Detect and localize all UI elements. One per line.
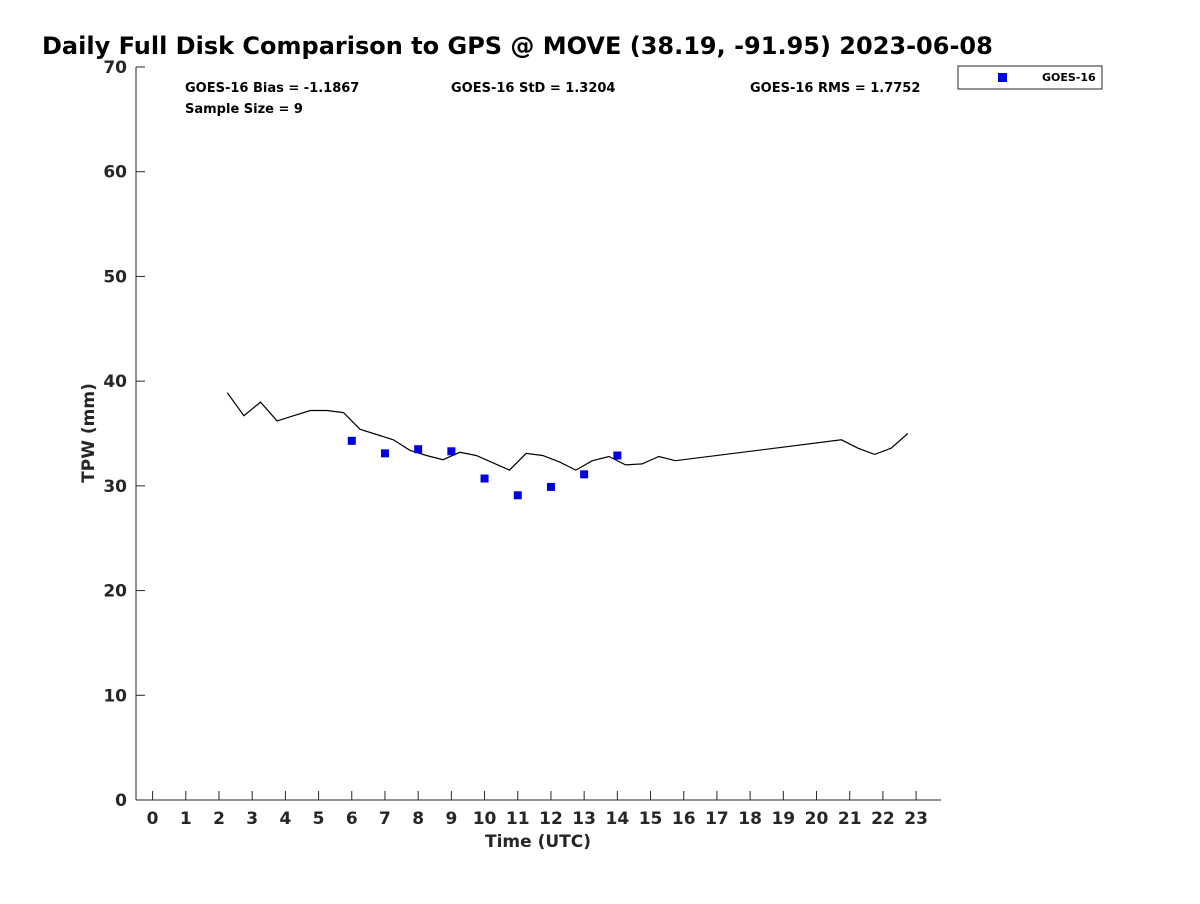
y-axis-label: TPW (mm)	[79, 383, 99, 483]
x-tick-label: 18	[738, 809, 762, 829]
y-axis-ticks: 0 10 20 30 40 50 60 70	[103, 58, 145, 811]
x-tick-label: 17	[705, 809, 729, 829]
legend: GOES-16	[957, 65, 1103, 90]
goes16-point	[513, 491, 522, 500]
y-tick-label: 50	[103, 267, 127, 287]
x-tick-label: 16	[672, 809, 696, 829]
y-tick-label: 70	[103, 58, 127, 78]
y-tick-label: 0	[115, 791, 127, 811]
x-tick-label: 4	[279, 809, 291, 829]
chart-title: Daily Full Disk Comparison to GPS @ MOVE…	[42, 32, 993, 60]
x-tick-label: 22	[871, 809, 895, 829]
x-tick-label: 11	[506, 809, 530, 829]
x-axis-label: Time (UTC)	[485, 832, 591, 852]
goes16-point	[347, 436, 356, 445]
x-tick-label: 7	[379, 809, 391, 829]
y-tick-label: 40	[103, 372, 127, 392]
y-tick-label: 30	[103, 477, 127, 497]
legend-marker	[998, 73, 1007, 82]
goes16-point	[414, 445, 423, 454]
x-tick-label: 21	[838, 809, 862, 829]
x-tick-label: 19	[771, 809, 795, 829]
x-tick-label: 2	[213, 809, 225, 829]
stat-sample-size: Sample Size = 9	[185, 102, 303, 117]
x-tick-label: 9	[445, 809, 457, 829]
y-tick-label: 20	[103, 582, 127, 602]
y-tick-label: 60	[103, 163, 127, 183]
goes16-point	[580, 470, 589, 479]
x-tick-label: 13	[572, 809, 596, 829]
legend-label: GOES-16	[1042, 71, 1096, 84]
goes16-point	[480, 474, 489, 483]
x-tick-label: 15	[639, 809, 663, 829]
x-tick-label: 6	[346, 809, 358, 829]
goes16-point	[380, 449, 389, 458]
y-tick-label: 10	[103, 686, 127, 706]
goes16-point	[546, 482, 555, 491]
x-tick-label: 23	[904, 809, 928, 829]
x-tick-label: 10	[473, 809, 497, 829]
x-tick-label: 1	[180, 809, 192, 829]
x-tick-label: 12	[539, 809, 563, 829]
x-axis-ticks: 0 1 2 3 4 5 6 7 8 9 10 11 12 13 14 15 16 17 18 19 20 21 22 23	[147, 791, 928, 829]
x-tick-label: 20	[805, 809, 829, 829]
x-tick-label: 8	[412, 809, 424, 829]
goes16-point	[447, 447, 456, 456]
stat-bias: GOES-16 Bias = -1.1867	[185, 81, 359, 96]
gps-line	[226, 392, 909, 471]
x-tick-label: 0	[147, 809, 159, 829]
legend-box	[957, 65, 1103, 90]
goes16-point	[613, 451, 622, 460]
axes	[135, 67, 941, 801]
x-tick-label: 3	[246, 809, 258, 829]
stat-std: GOES-16 StD = 1.3204	[451, 81, 615, 96]
x-tick-label: 14	[606, 809, 630, 829]
stat-rms: GOES-16 RMS = 1.7752	[750, 81, 920, 96]
gps-line-series	[226, 392, 909, 471]
goes16-scatter-series	[347, 436, 622, 500]
x-tick-label: 5	[313, 809, 325, 829]
